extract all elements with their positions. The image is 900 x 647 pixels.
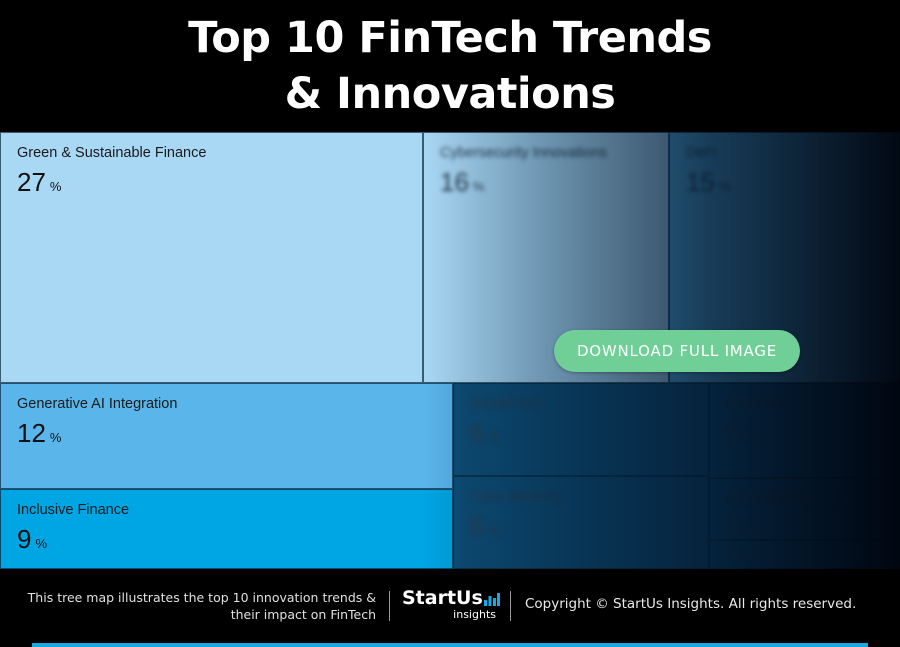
tile-value: 5% — [726, 418, 757, 448]
treemap-tile: WealthTech 6% — [453, 383, 709, 476]
page-title: Top 10 FinTech Trends & Innovations — [0, 0, 900, 132]
treemap-tile: CBDC 1 % — [709, 540, 900, 569]
tile-label: DeFi — [686, 145, 717, 161]
logo-sub: insights — [453, 608, 496, 621]
download-full-image-button[interactable]: DOWNLOAD FULL IMAGE — [554, 330, 800, 372]
treemap-tile: Open Banking 6% — [453, 476, 709, 569]
tile-label: WealthTech — [470, 396, 546, 412]
treemap-tile: RegTech 5% — [709, 383, 900, 478]
startus-insights-logo[interactable]: StartUs insights — [402, 587, 500, 623]
title-line-2: & Innovations — [284, 69, 616, 119]
treemap-tile: Green & Sustainable Finance 27% — [0, 132, 423, 383]
title-line-1: Top 10 FinTech Trends — [188, 13, 712, 63]
treemap-tile: Embedded Finance 3% — [709, 478, 900, 543]
footer-divider-right — [510, 591, 511, 621]
tile-value: 15% — [686, 167, 731, 197]
footer-caption: This tree map illustrates the top 10 inn… — [27, 590, 376, 622]
treemap-tile: Inclusive Finance 9% — [0, 489, 453, 569]
tile-label: CBDC — [726, 547, 761, 561]
tile-value: 16% — [440, 167, 485, 197]
tile-label: Open Banking — [470, 489, 562, 505]
tile-value: 1 % — [841, 547, 862, 561]
tile-label: Generative AI Integration — [17, 396, 178, 412]
tile-value: 6% — [470, 511, 501, 541]
treemap-tile: Generative AI Integration 12% — [0, 383, 453, 489]
copyright-text: Copyright © StartUs Insights. All rights… — [525, 596, 857, 612]
tile-value: 9% — [17, 524, 48, 554]
tile-value: 12% — [17, 418, 62, 448]
footer: This tree map illustrates the top 10 inn… — [0, 569, 900, 647]
tile-label: Cybersecurity Innovations — [440, 145, 607, 161]
logo-brand: StartUs — [402, 587, 483, 609]
bar-chart-icon — [484, 593, 500, 606]
accent-bar — [32, 643, 868, 647]
tile-label: Green & Sustainable Finance — [17, 145, 207, 161]
tile-label: RegTech — [726, 396, 784, 412]
tile-label: Embedded Finance — [726, 491, 852, 507]
tile-value: 6% — [470, 418, 501, 448]
tile-value: 27% — [17, 167, 62, 197]
footer-divider-left — [389, 591, 390, 621]
tile-label: Inclusive Finance — [17, 502, 130, 518]
